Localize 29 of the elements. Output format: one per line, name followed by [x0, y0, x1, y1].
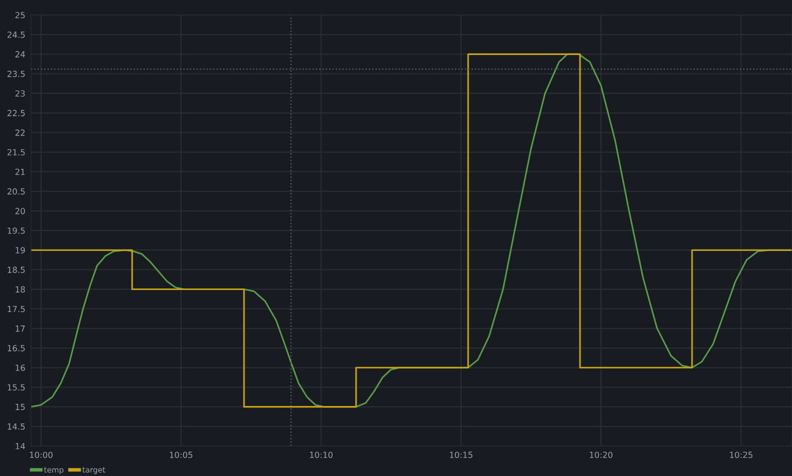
x-tick-label: 10:00 [30, 452, 53, 458]
y-tick-label: 23 [15, 90, 25, 97]
y-tick-label: 17.5 [8, 306, 25, 312]
y-tick-label: 14.5 [8, 424, 25, 430]
x-tick-label: 10:15 [450, 452, 472, 458]
y-tick-label: 19 [16, 247, 25, 254]
x-tick-label: 10:25 [730, 452, 752, 458]
y-tick-label: 17 [16, 326, 25, 332]
y-tick-label: 18.5 [8, 266, 25, 273]
y-tick-label: 25 [15, 12, 25, 18]
y-tick-label: 16 [16, 364, 25, 371]
y-tick-label: 22.5 [8, 110, 25, 116]
y-tick-label: 23.5 [8, 70, 25, 78]
y-tick-label: 15.5 [8, 384, 25, 391]
y-tick-label: 15 [16, 404, 25, 410]
y-tick-label: 20 [15, 208, 25, 214]
x-tick-label: 10:10 [310, 452, 333, 458]
y-tick-label: 21 [15, 168, 25, 175]
y-tick-label: 19.5 [8, 227, 25, 234]
y-tick-label: 24.5 [8, 32, 25, 38]
y-tick-label: 14 [16, 443, 25, 450]
x-tick-label: 10:05 [170, 452, 192, 458]
y-tick-label: 22 [15, 130, 25, 136]
y-tick-label: 20.5 [8, 188, 25, 195]
y-tick-label: 24 [15, 51, 25, 58]
x-tick-label: 10:20 [590, 452, 612, 458]
y-tick-label: 16.5 [8, 345, 25, 352]
y-tick-label: 21.5 [8, 149, 25, 156]
y-tick-label: 18 [16, 286, 25, 293]
